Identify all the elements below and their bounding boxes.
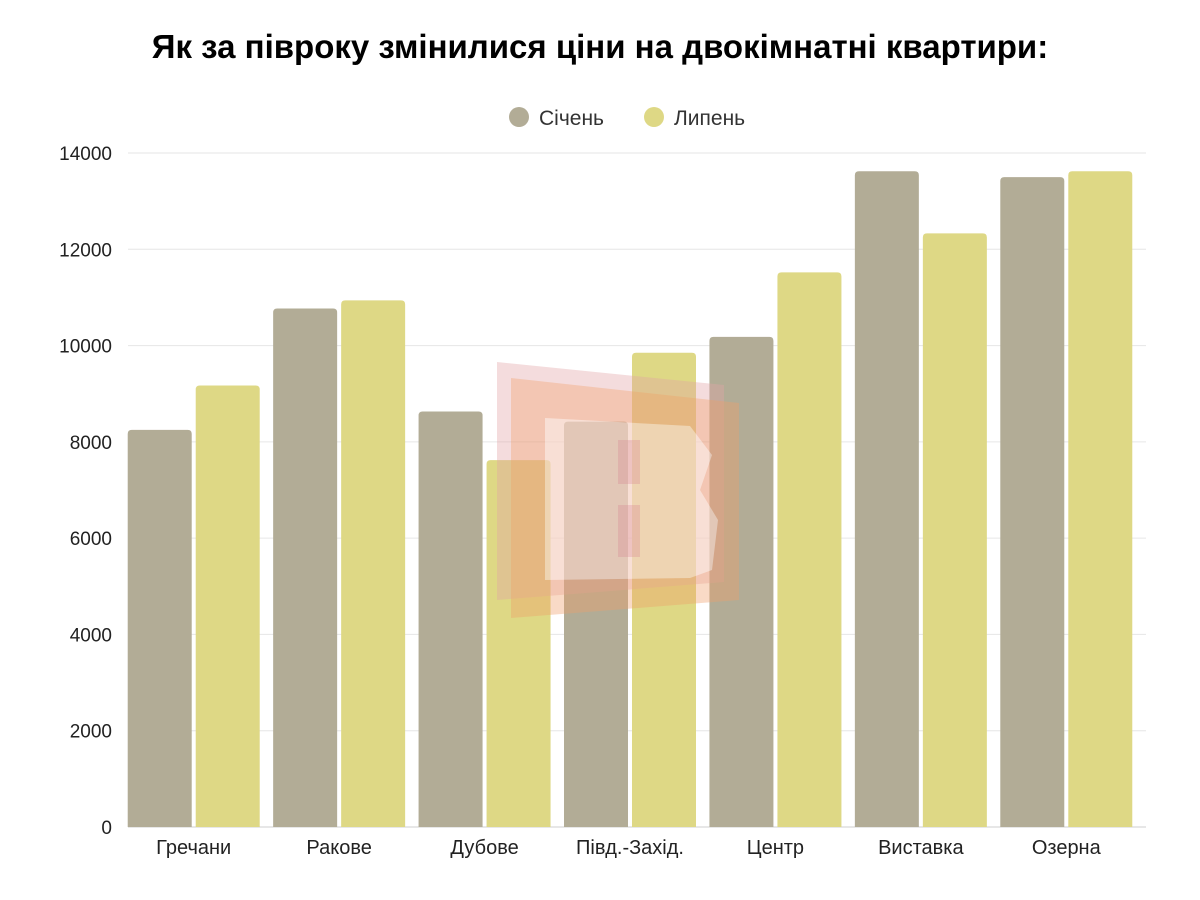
watermark-logo [497, 362, 739, 618]
x-category-label: Центр [747, 837, 804, 859]
legend: Січень Липень [509, 107, 745, 130]
y-tick-label: 2000 [70, 722, 112, 743]
bar-series-1 [709, 336, 774, 827]
bar-series-1 [418, 411, 483, 827]
y-tick-label: 8000 [70, 433, 112, 454]
x-category-label: Озерна [1032, 837, 1102, 859]
legend-label: Липень [674, 107, 745, 130]
x-category-label: Ракове [306, 837, 371, 859]
chart-title: Як за півроку змінилися ціни на двокімна… [151, 28, 1049, 65]
y-tick-label: 14000 [59, 144, 112, 165]
legend-item: Липень [644, 107, 745, 130]
bar-series-2 [777, 272, 842, 827]
x-category-label: Виставка [878, 837, 964, 859]
bar-series-2 [632, 352, 696, 827]
bar-series-1 [273, 308, 338, 827]
bar-series-1 [564, 421, 628, 827]
legend-swatch [509, 107, 529, 127]
x-axis-categories: Гречани Ракове Дубове Півд.-Захід. Центр Вист… [156, 837, 1101, 859]
y-axis-ticks: 0 2000 4000 6000 8000 10000 12000 14000 [59, 144, 112, 839]
bar-series-2 [341, 300, 406, 827]
bar-series-2 [922, 233, 987, 828]
bars [127, 171, 1133, 828]
x-category-label: Гречани [156, 837, 231, 859]
x-category-label: Дубове [450, 837, 518, 859]
bar-series-1 [127, 429, 192, 827]
y-tick-label: 0 [101, 818, 112, 839]
legend-item: Січень [509, 107, 604, 130]
bar-series-2 [486, 460, 551, 827]
bar-series-1 [1000, 177, 1065, 828]
y-tick-label: 12000 [59, 240, 112, 261]
y-tick-label: 6000 [70, 529, 112, 550]
y-tick-label: 4000 [70, 625, 112, 646]
bar-series-2 [195, 385, 260, 827]
x-category-label: Півд.-Захід. [576, 837, 684, 859]
legend-label: Січень [539, 107, 604, 130]
bar-series-2 [1068, 171, 1133, 827]
y-tick-label: 10000 [59, 337, 112, 358]
legend-swatch [644, 107, 664, 127]
bar-series-1 [854, 171, 919, 827]
